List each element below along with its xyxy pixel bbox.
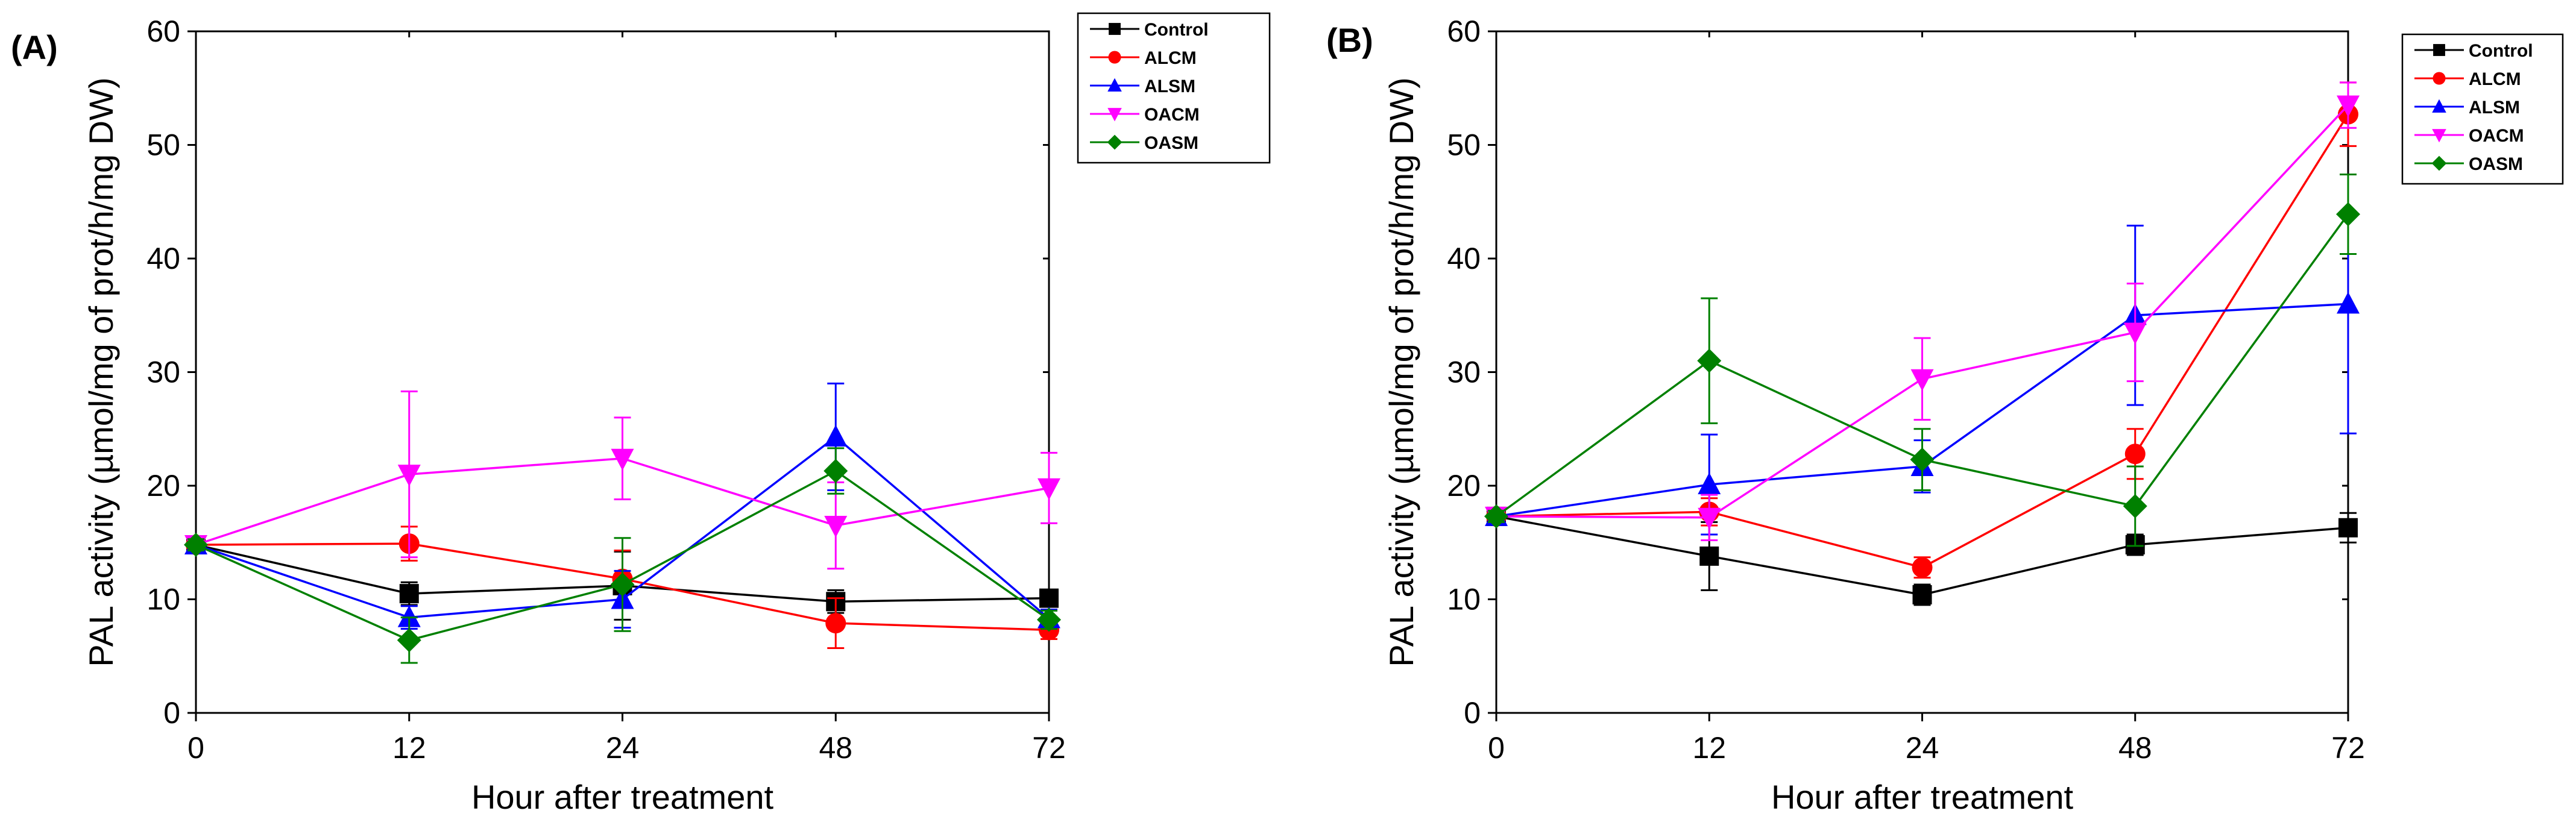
panel-b-series-oacm-point — [2337, 95, 2360, 118]
panel-b-legend-marker-shape — [2433, 44, 2445, 56]
panel-a-series-oasm-point — [184, 533, 208, 557]
panel-b-series-oasm-point — [1697, 348, 1722, 373]
panel-a-legend-marker-shape — [1109, 23, 1121, 35]
panel-a-series-alsm-point — [824, 424, 848, 447]
panel-b-legend-label-alcm: ALCM — [2469, 69, 2521, 89]
panel-a-x-tick-label: 72 — [1032, 731, 1066, 765]
panel-a-y-tick-label: 0 — [163, 696, 180, 730]
panel-b-series-oasm-point — [1910, 447, 1935, 472]
panel-b-series-alcm-point — [2124, 444, 2146, 465]
panel-b-y-tick-label: 10 — [1447, 583, 1481, 616]
panel-b-legend-marker-shape — [2432, 99, 2446, 113]
panel-b-legend-label-oacm: OACM — [2469, 126, 2524, 146]
panel-b-legend-label-control: Control — [2469, 41, 2533, 61]
panel-b-legend-marker-shape — [2432, 129, 2446, 143]
panel-a-series-oasm-point — [397, 628, 421, 653]
panel-a-y-tick-label: 60 — [146, 14, 180, 48]
panel-b-legend-marker-alsm — [2432, 99, 2446, 113]
panel-b-x-tick-label: 48 — [2118, 731, 2152, 765]
panel-a-series-oasm-point — [1037, 607, 1061, 632]
panel-a-series-oacm-point — [397, 465, 421, 487]
panel-b-legend-marker-alcm — [2433, 72, 2446, 85]
panel-a-series-oasm-point — [824, 459, 848, 483]
panel-b-series-oasm-point — [2336, 202, 2360, 227]
panel-a-legend-marker-control — [1109, 23, 1121, 35]
panel-b: (B) 0 10 20 30 40 50 60 0 12 24 48 72 Hour after trea… — [1326, 14, 2564, 816]
panel-b-x-axis-title: Hour after treatment — [1771, 778, 2074, 816]
panel-b-series-control-point — [1699, 546, 1719, 566]
panel-a-series-oacm-point — [611, 448, 634, 471]
panel-a-series-alsm-point — [397, 605, 421, 627]
panel-a-legend-marker-shape — [1107, 108, 1122, 122]
panel-a-legend-marker-shape — [1107, 134, 1123, 150]
panel-b-legend-marker-shape — [2433, 72, 2446, 85]
panel-b-series-oacm — [1485, 81, 2360, 541]
panel-a-legend: Control ALCM ALSM OACM OASM — [1077, 12, 1271, 164]
panel-a-y-tick-label: 40 — [146, 242, 180, 275]
panel-b-series-alcm-point — [1912, 557, 1933, 578]
panel-b-y-tick-label: 0 — [1464, 696, 1481, 730]
panel-b-x-tick-label: 24 — [1906, 731, 1939, 765]
panel-b-series-oasm-point — [1484, 504, 1508, 528]
panel-b-series-oasm-point — [2123, 494, 2147, 518]
panel-a-x-tick-label: 48 — [819, 731, 852, 765]
panel-a-x-tick-label: 12 — [392, 731, 426, 765]
panel-b-y-tick-label: 30 — [1447, 356, 1481, 389]
panel-a: (A) 0 10 20 30 40 50 60 0 12 24 48 72 Hour after trea… — [11, 12, 1271, 816]
panel-a-label: (A) — [11, 28, 58, 66]
panel-a-series-control-point — [1039, 588, 1059, 608]
panel-b-series-oacm-point — [1698, 507, 1721, 530]
panel-a-y-tick-label: 50 — [146, 128, 180, 162]
panel-a-legend-label-oasm: OASM — [1144, 133, 1198, 153]
panel-a-x-tick-label: 0 — [187, 731, 204, 765]
panel-b-legend-label-alsm: ALSM — [2469, 98, 2520, 118]
panel-b-legend-marker-oacm — [2432, 129, 2446, 143]
panel-a-series-alcm-point — [825, 613, 846, 634]
panel-a-series-oacm-point — [1038, 478, 1060, 500]
panel-b-series-oasm — [1484, 174, 2360, 547]
panel-b-legend-marker-control — [2433, 44, 2445, 56]
panel-a-legend-marker-shape — [1107, 78, 1122, 92]
panel-a-legend-label-alsm: ALSM — [1144, 77, 1195, 96]
panel-a-y-tick-label: 10 — [146, 583, 180, 616]
panel-a-legend-marker-shape — [1108, 51, 1121, 64]
panel-a-legend-marker-alsm — [1107, 78, 1122, 92]
panel-b-series-alsm-point — [1698, 472, 1721, 495]
panel-b-series-alsm-point — [2337, 292, 2360, 314]
panel-b-legend-frame — [2401, 33, 2564, 185]
panel-a-y-axis-title: PAL activity (µmol/mg of prot/h/mg DW) — [82, 77, 120, 666]
panel-b-legend: Control ALCM ALSM OACM OASM — [2401, 33, 2564, 185]
panel-a-y-tick-label: 20 — [146, 469, 180, 503]
panel-b-series-control-point — [2338, 518, 2358, 538]
panel-b-legend-label-oasm: OASM — [2469, 154, 2523, 174]
panel-a-series-oasm — [184, 447, 1061, 664]
panel-a-series-oacm-point — [824, 515, 848, 538]
panel-b-x-tick-label: 72 — [2331, 731, 2365, 765]
panel-a-y-tick-label: 30 — [146, 356, 180, 389]
panel-b-series-control-point — [1912, 585, 1932, 604]
panel-a-legend-marker-oasm — [1107, 134, 1123, 150]
panel-a-x-axis-title: Hour after treatment — [471, 778, 774, 816]
panel-b-y-tick-label: 20 — [1447, 469, 1481, 503]
panel-b-series-oacm-point — [1910, 369, 1934, 391]
panel-a-series-control-point — [399, 584, 419, 604]
panel-b-x-tick-label: 0 — [1488, 731, 1505, 765]
panel-a-legend-label-alcm: ALCM — [1144, 48, 1197, 68]
panel-a-series-oasm-point — [610, 572, 635, 597]
panel-a-x-tick-label: 24 — [606, 731, 640, 765]
panel-b-label: (B) — [1326, 21, 1373, 59]
panel-a-legend-label-control: Control — [1144, 20, 1209, 40]
panel-b-y-axis-title: PAL activity (µmol/mg of prot/h/mg DW) — [1382, 77, 1420, 666]
panel-b-series-oacm-point — [2123, 322, 2147, 345]
panel-b-x-tick-label: 12 — [1692, 731, 1726, 765]
panel-a-legend-marker-oacm — [1107, 108, 1122, 122]
panel-a-legend-label-oacm: OACM — [1144, 105, 1200, 125]
panel-b-y-tick-label: 40 — [1447, 242, 1481, 275]
panel-b-y-tick-label: 60 — [1447, 14, 1481, 48]
panel-b-y-tick-label: 50 — [1447, 128, 1481, 162]
panel-a-legend-marker-alcm — [1108, 51, 1121, 64]
